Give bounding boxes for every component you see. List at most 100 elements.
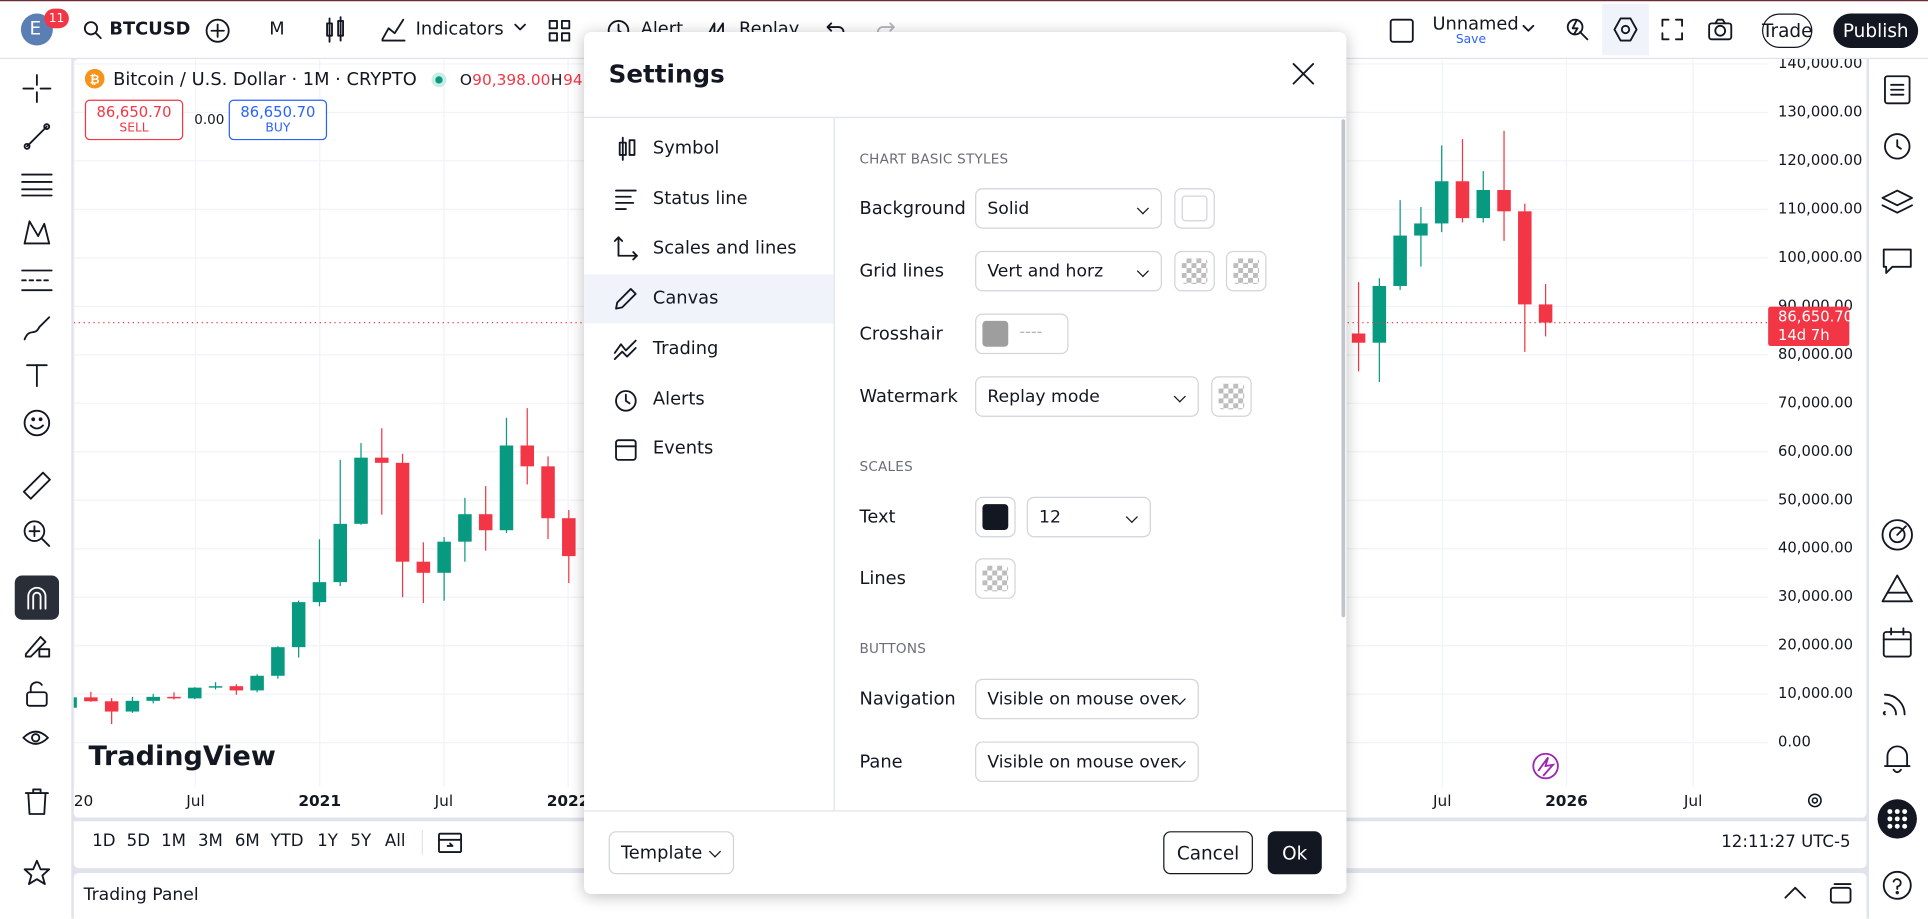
text-color[interactable] bbox=[975, 496, 1016, 538]
background-select[interactable]: Solid bbox=[975, 188, 1162, 229]
template-select[interactable]: Template bbox=[608, 831, 735, 875]
delete-tool[interactable] bbox=[24, 788, 50, 815]
nav-item[interactable]: Status line bbox=[584, 174, 834, 223]
indicators[interactable]: Indicators bbox=[415, 19, 504, 40]
emoji-tool[interactable] bbox=[23, 409, 51, 437]
trading-panel[interactable]: Trading Panel bbox=[83, 885, 199, 905]
maximize-icon[interactable] bbox=[1829, 883, 1852, 905]
grid-lines-select[interactable]: Vert and horz bbox=[975, 250, 1162, 292]
range-button[interactable]: 6M bbox=[234, 831, 260, 851]
candle-body bbox=[188, 687, 202, 699]
lines-color[interactable] bbox=[975, 558, 1016, 599]
range-button[interactable]: 5D bbox=[126, 831, 150, 851]
trend-line-tool[interactable] bbox=[23, 123, 51, 150]
separator bbox=[421, 829, 423, 855]
crosshair-tool[interactable] bbox=[22, 74, 52, 104]
chevron[interactable] bbox=[1522, 24, 1535, 35]
range-button[interactable]: All bbox=[384, 831, 406, 851]
text-size-select[interactable]: 12 bbox=[1026, 496, 1151, 538]
clock[interactable]: 12:11:27 UTC-5 bbox=[1721, 832, 1851, 853]
goto-date-icon[interactable] bbox=[438, 830, 463, 855]
buy-button[interactable] bbox=[228, 99, 328, 141]
nav-item[interactable]: Canvas bbox=[584, 274, 834, 324]
range-button[interactable]: 1Y bbox=[317, 831, 338, 851]
chat-icon[interactable] bbox=[1882, 247, 1913, 274]
favorites-tool[interactable] bbox=[23, 859, 51, 886]
pane-select[interactable]: Visible on mouse over bbox=[975, 741, 1199, 783]
countdown: 14d 7h bbox=[1778, 327, 1830, 344]
snapshot-icon[interactable] bbox=[1708, 18, 1733, 41]
fib-tool[interactable] bbox=[21, 172, 53, 197]
section-title: CHART BASIC STYLES bbox=[859, 151, 1009, 168]
range-button[interactable]: 5Y bbox=[350, 831, 372, 851]
scrollbar[interactable] bbox=[1341, 119, 1346, 618]
zoom-tool[interactable] bbox=[23, 520, 51, 547]
brush-tool[interactable] bbox=[22, 315, 54, 342]
candle-body bbox=[208, 686, 223, 688]
layouts-icon[interactable] bbox=[548, 19, 571, 42]
help-icon[interactable] bbox=[1882, 870, 1913, 901]
forecast-tool[interactable] bbox=[21, 267, 53, 294]
pattern-tool[interactable] bbox=[22, 219, 52, 246]
chart-type-icon[interactable] bbox=[325, 16, 347, 44]
cancel-button[interactable]: Cancel bbox=[1163, 831, 1253, 875]
range-button[interactable]: 1M bbox=[161, 831, 186, 851]
expand-icon[interactable] bbox=[1784, 885, 1806, 900]
publish-button[interactable]: Publish bbox=[1833, 13, 1919, 48]
range-button[interactable]: 3M bbox=[197, 831, 223, 851]
layout-checkbox[interactable] bbox=[1389, 18, 1414, 43]
nav-item[interactable]: Alerts bbox=[584, 374, 834, 423]
fullscreen-icon[interactable] bbox=[1661, 18, 1684, 41]
calendar-icon[interactable] bbox=[1882, 627, 1913, 658]
nav-label: Scales and lines bbox=[652, 239, 797, 259]
symbol-title[interactable]: Bitcoin / U.S. Dollar · 1M · CRYPTO bbox=[113, 70, 417, 90]
ok-button[interactable]: Ok bbox=[1267, 831, 1322, 875]
compare-icon[interactable] bbox=[205, 18, 230, 43]
grid-vert-color[interactable] bbox=[1174, 250, 1215, 292]
range-button[interactable]: YTD bbox=[270, 831, 304, 851]
candle-body bbox=[104, 701, 119, 712]
navigation-select[interactable]: Visible on mouse over bbox=[975, 678, 1199, 720]
save[interactable]: Save bbox=[1455, 33, 1487, 47]
chevron[interactable] bbox=[514, 23, 526, 33]
nav-item[interactable]: Trading bbox=[584, 324, 834, 373]
settings-icon[interactable] bbox=[1613, 17, 1638, 42]
text-tool[interactable] bbox=[25, 362, 50, 389]
stay-drawing-tool[interactable] bbox=[23, 632, 51, 659]
axis-settings[interactable] bbox=[1807, 793, 1822, 808]
indicators-icon[interactable] bbox=[381, 17, 406, 42]
trade-button[interactable]: Trade bbox=[1762, 13, 1812, 48]
sell-label: SELL bbox=[119, 121, 149, 136]
watermark-select[interactable]: Replay mode bbox=[975, 376, 1199, 417]
watermark-color[interactable] bbox=[1211, 376, 1252, 417]
lock-tool[interactable] bbox=[25, 680, 50, 707]
magnet-active[interactable] bbox=[14, 575, 60, 620]
grid-horz-color[interactable] bbox=[1225, 250, 1267, 292]
sell-button[interactable] bbox=[84, 99, 184, 141]
alerts-icon[interactable] bbox=[1883, 130, 1913, 160]
magnet-tool[interactable] bbox=[25, 585, 50, 610]
symbol[interactable]: BTCUSD bbox=[109, 19, 191, 40]
data-window-icon[interactable] bbox=[1881, 189, 1913, 216]
nav-item[interactable]: Scales and lines bbox=[584, 224, 834, 273]
visibility-tool[interactable] bbox=[22, 727, 52, 757]
candle-body bbox=[437, 541, 451, 573]
close-button[interactable] bbox=[1291, 61, 1316, 86]
news-icon[interactable] bbox=[1882, 687, 1913, 717]
nav-item[interactable]: Events bbox=[584, 424, 834, 473]
background-color[interactable] bbox=[1174, 188, 1215, 229]
layout-name[interactable]: Unnamed bbox=[1432, 14, 1519, 35]
nav-item[interactable]: Symbol bbox=[584, 124, 834, 173]
ideas-icon[interactable] bbox=[1881, 574, 1913, 604]
interval[interactable]: M bbox=[269, 19, 285, 40]
products-icon[interactable] bbox=[1876, 798, 1918, 840]
quick-search-icon[interactable] bbox=[1565, 17, 1590, 42]
notifications-icon[interactable] bbox=[1884, 743, 1911, 775]
search-icon[interactable] bbox=[83, 21, 104, 41]
measure-tool[interactable] bbox=[22, 471, 52, 501]
watchlist-icon[interactable] bbox=[1884, 75, 1911, 105]
buy-label: BUY bbox=[265, 121, 291, 136]
hotlist-icon[interactable] bbox=[1881, 519, 1913, 551]
crosshair-style[interactable] bbox=[975, 313, 1069, 355]
range-button[interactable]: 1D bbox=[92, 831, 116, 851]
